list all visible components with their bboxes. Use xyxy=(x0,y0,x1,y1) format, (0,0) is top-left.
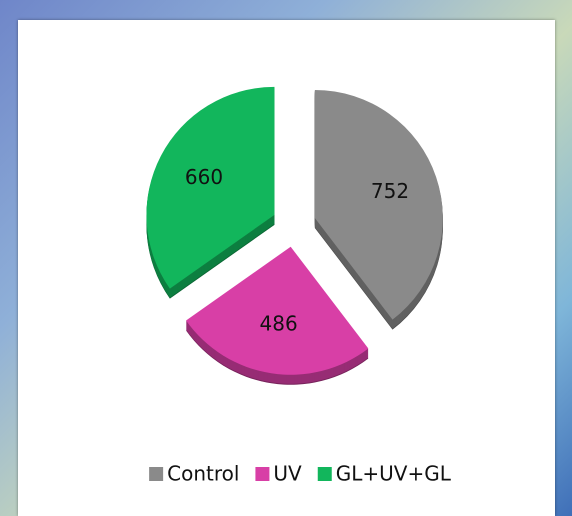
data-label: 486 xyxy=(260,312,298,336)
slice xyxy=(186,246,369,375)
legend-item: GL+UV+GL xyxy=(317,462,452,486)
legend-label: UV xyxy=(273,462,302,486)
slice xyxy=(146,86,275,289)
legend-item: Control xyxy=(149,462,239,486)
data-label: 752 xyxy=(371,179,409,203)
legend-swatch xyxy=(255,467,270,481)
legend-item: UV xyxy=(255,462,302,486)
legend-swatch xyxy=(317,467,332,481)
legend-swatch xyxy=(149,467,164,481)
legend-label: Control xyxy=(167,462,239,486)
slice xyxy=(314,89,443,320)
data-label: 660 xyxy=(185,165,223,189)
legend-label: GL+UV+GL xyxy=(336,462,452,486)
